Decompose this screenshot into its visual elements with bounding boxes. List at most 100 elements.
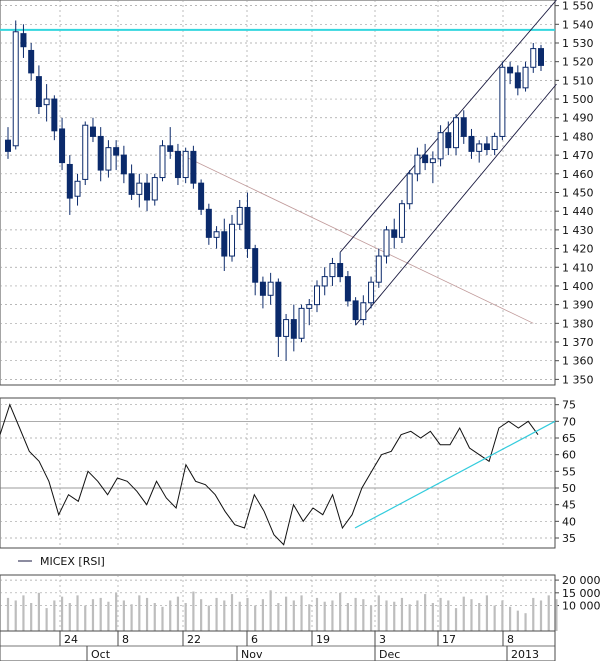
day-label: 22 — [187, 633, 201, 646]
candle-body-up — [368, 281, 375, 304]
candle — [259, 276, 266, 309]
time-axis: 24 8 22 6 19 3 17 8 Oct Nov Dec 2013 — [0, 630, 556, 661]
price-tick-label: 1 500 — [562, 93, 594, 106]
candle — [499, 61, 506, 141]
candle-body-down — [483, 143, 490, 151]
candle-body-down — [252, 248, 259, 283]
candle — [82, 121, 89, 186]
price-tick-label: 1 430 — [562, 224, 594, 237]
candle-body-down — [28, 49, 35, 74]
candle — [530, 42, 537, 73]
price-tick-label: 1 470 — [562, 149, 594, 162]
candle — [66, 155, 73, 215]
candle — [5, 127, 11, 159]
price-axis-labels: 1 550 1 540 1 530 1 520 1 510 1 500 1 490 1 480… — [562, 0, 594, 386]
month-label: Nov — [241, 648, 263, 661]
candle-body-up — [321, 276, 328, 287]
candle-body-down — [144, 182, 151, 201]
price-tick-label: 1 460 — [562, 168, 594, 181]
day-label: 6 — [251, 633, 258, 646]
candle-body-down — [167, 145, 174, 152]
candle — [283, 313, 290, 361]
day-label: 8 — [122, 633, 129, 646]
candle — [491, 132, 498, 156]
candle-body-up — [236, 206, 243, 225]
month-label: 2013 — [511, 648, 539, 661]
candle — [313, 280, 320, 313]
candle — [97, 127, 104, 182]
candle-body-down — [97, 135, 104, 171]
candle — [105, 140, 112, 178]
candle-body-up — [229, 223, 236, 257]
candle — [252, 244, 259, 296]
volume-tick-label: 20 000 — [562, 574, 600, 587]
candle-body-up — [383, 229, 390, 257]
price-tick-label: 1 410 — [562, 261, 594, 274]
price-tick-label: 1 450 — [562, 187, 594, 200]
rsi-tick-label: 60 — [562, 449, 576, 462]
candle — [144, 173, 151, 212]
candle-body-down — [275, 281, 282, 337]
candlesticks — [5, 20, 544, 361]
price-tick-label: 1 370 — [562, 336, 594, 349]
candle-body-down — [221, 231, 228, 257]
candle-body-up — [476, 143, 483, 152]
volume-tick-label: 15 000 — [562, 587, 600, 600]
candle — [74, 173, 81, 206]
rsi-tick-label: 50 — [562, 482, 576, 495]
candle — [128, 164, 135, 200]
candle-body-down — [205, 208, 212, 238]
candle — [244, 192, 251, 258]
candle-body-up — [453, 117, 460, 149]
day-label: 17 — [442, 633, 456, 646]
candle — [445, 121, 452, 156]
candle-body-down — [538, 48, 544, 66]
candle — [453, 114, 460, 156]
candle — [43, 84, 50, 122]
rsi-tick-label: 75 — [562, 399, 576, 412]
candle-body-up — [159, 145, 166, 179]
candle — [275, 278, 282, 357]
day-label: 8 — [507, 633, 514, 646]
candle — [352, 297, 359, 326]
candle — [59, 117, 66, 171]
rsi-trendline — [354, 420, 556, 529]
rsi-tick-label: 70 — [562, 415, 576, 428]
candle — [113, 140, 120, 171]
candle — [167, 127, 174, 159]
candle-body-up — [12, 31, 19, 147]
price-tick-label: 1 420 — [562, 243, 594, 256]
candle — [136, 173, 143, 208]
rsi-tick-label: 35 — [562, 532, 576, 545]
candle-body-down — [391, 229, 398, 238]
candle — [468, 128, 475, 159]
price-tick-label: 1 540 — [562, 18, 594, 31]
candle-body-up — [313, 285, 320, 306]
candle — [290, 304, 297, 352]
candle — [437, 125, 444, 167]
price-tick-label: 1 510 — [562, 74, 594, 87]
price-tick-label: 1 390 — [562, 299, 594, 312]
candle-body-down — [89, 126, 96, 137]
candle — [267, 272, 274, 305]
candle-body-down — [190, 150, 197, 184]
candle-body-down — [128, 173, 135, 195]
candle — [360, 295, 367, 326]
candle — [514, 65, 521, 96]
candle — [236, 199, 243, 230]
candle-body-down — [51, 98, 58, 132]
candle-body-up — [429, 158, 436, 164]
candle-body-down — [120, 154, 127, 175]
candle-body-up — [306, 304, 313, 309]
candle-body-down — [422, 154, 429, 164]
candle — [383, 226, 390, 264]
candle-body-down — [507, 66, 514, 74]
candle-body-down — [244, 206, 251, 250]
downtrend-line — [170, 149, 534, 324]
candle-body-down — [259, 281, 266, 296]
candle-body-down — [5, 139, 11, 152]
candle-body-up — [360, 302, 367, 321]
rsi-tick-label: 55 — [562, 465, 576, 478]
legend: MICEX [RSI] — [18, 555, 105, 568]
candle — [213, 226, 220, 249]
